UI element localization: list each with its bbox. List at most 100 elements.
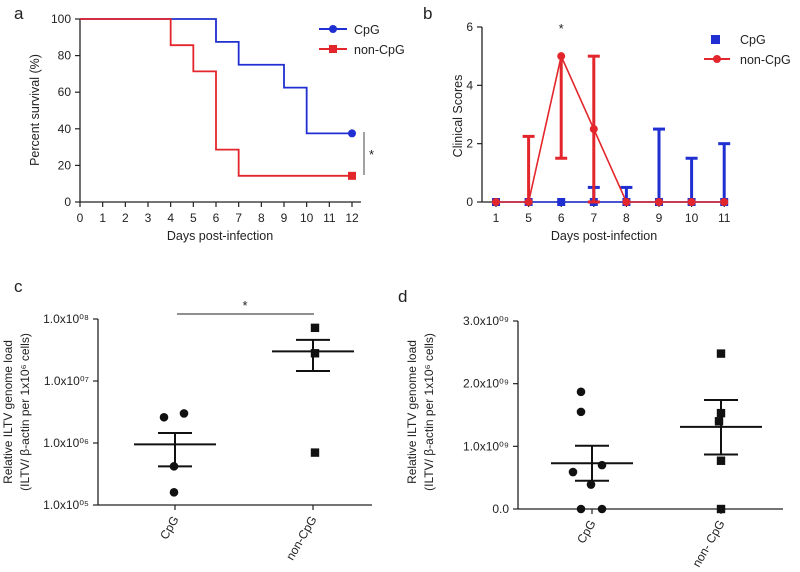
- d-point-cpg: [597, 460, 607, 470]
- a-series-end-marker-noncpg: [348, 171, 356, 180]
- d-point-noncpg: [716, 456, 726, 465]
- c-y-tick-label: 1.0x10⁰⁶: [43, 436, 89, 450]
- b-series-line-noncpg: [496, 53, 725, 203]
- b-point-noncpg: [557, 52, 566, 61]
- a-x-tick-label: 3: [145, 211, 152, 225]
- d-point-cpg: [576, 504, 586, 514]
- d-point-cpg: [568, 467, 578, 477]
- d-point-noncpg: [714, 417, 724, 426]
- a-legend-cpg-marker: [329, 25, 337, 33]
- a-y-tick-label: 60: [58, 85, 72, 99]
- a-legend: CpG non-CpG: [319, 23, 405, 57]
- b-y-tick-label: 0: [466, 195, 473, 209]
- a-x-tick-label: 9: [281, 211, 288, 225]
- b-significance-label: *: [559, 21, 564, 36]
- c-x-tick-label: non-CpG: [283, 514, 319, 563]
- c-y-axis-title-line2: (ILTV/ β-actin per 1x10⁶ cells): [18, 333, 32, 491]
- c-point-cpg: [169, 462, 179, 471]
- b-point-noncpg: [622, 198, 631, 206]
- a-y-tick-label: 40: [58, 122, 72, 136]
- c-point-noncpg: [310, 323, 320, 333]
- c-y-tick-label: 1.0x10⁰⁸: [43, 312, 89, 326]
- a-x-tick-label: 11: [323, 211, 336, 225]
- b-legend: CpG non-CpG: [704, 33, 791, 67]
- d-point-cpg: [597, 504, 607, 514]
- b-point-noncpg: [687, 198, 696, 206]
- b-x-tick-label: 6: [558, 211, 565, 225]
- b-x-tick-label: 1: [493, 211, 500, 225]
- a-x-tick-label: 6: [213, 211, 220, 225]
- a-series-line-cpg: [80, 18, 352, 135]
- panel-label-d: d: [398, 287, 407, 306]
- a-y-tick-label: 20: [58, 158, 72, 172]
- a-legend-noncpg-label: non-CpG: [354, 43, 405, 57]
- b-x-tick-label: 7: [590, 211, 597, 225]
- d-y-axis-title-line1: Relative ILTV genome load: [405, 340, 419, 484]
- b-y-axis-title: Clinical Scores: [451, 75, 465, 158]
- c-significance-label: *: [242, 298, 247, 313]
- a-x-tick-label: 0: [77, 211, 84, 225]
- a-x-tick-label: 5: [190, 211, 197, 225]
- d-point-cpg: [576, 387, 586, 397]
- a-significance-label: *: [369, 147, 374, 162]
- a-y-tick-label: 80: [58, 49, 72, 63]
- c-point-cpg: [159, 412, 169, 422]
- b-legend-noncpg-label: non-CpG: [740, 53, 791, 67]
- a-x-tick-label: 2: [122, 211, 129, 225]
- b-x-tick-label: 11: [718, 211, 731, 225]
- panel-b-clinical-scores-chart: 0 2 4 6 1 5 6 7 8 9 10 11 * Days post-infection Cl…: [451, 20, 791, 243]
- panel-c-genome-load-log-chart: 1.0x10⁰⁵ 1.0x10⁰⁶ 1.0x10⁰⁷ 1.0x10⁰⁸ CpG non-…: [1, 298, 372, 563]
- b-point-noncpg: [655, 198, 663, 206]
- c-point-noncpg: [310, 448, 320, 457]
- b-x-tick-label: 8: [623, 211, 630, 225]
- a-x-tick-label: 8: [258, 211, 265, 225]
- c-y-tick-label: 1.0x10⁰⁵: [43, 498, 89, 512]
- b-point-noncpg: [492, 198, 500, 206]
- d-point-noncpg: [716, 349, 726, 358]
- b-point-cpg: [557, 198, 566, 206]
- a-x-tick-label: 12: [345, 211, 359, 225]
- b-legend-cpg-label: CpG: [740, 33, 766, 47]
- b-x-axis-title: Days post-infection: [551, 229, 657, 243]
- d-point-cpg: [586, 480, 596, 489]
- b-point-noncpg: [589, 125, 598, 134]
- panel-label-a: a: [14, 4, 24, 23]
- c-y-axis-title-line1: Relative ILTV genome load: [1, 340, 15, 484]
- d-y-tick-label: 3.0x10⁰⁹: [463, 314, 509, 328]
- d-x-tick-label: CpG: [574, 518, 598, 546]
- a-y-axis-title: Percent survival (%): [28, 54, 42, 166]
- a-x-axis-title: Days post-infection: [167, 229, 273, 243]
- panel-label-b: b: [423, 4, 432, 23]
- b-point-noncpg: [524, 198, 533, 206]
- a-y-tick-label: 0: [64, 195, 71, 209]
- b-x-tick-label: 10: [685, 211, 699, 225]
- c-point-cpg: [179, 409, 189, 418]
- a-series-line-noncpg: [80, 18, 352, 177]
- b-y-tick-label: 6: [466, 20, 473, 34]
- a-x-tick-label: 1: [99, 211, 106, 225]
- d-point-noncpg: [716, 408, 726, 418]
- b-legend-cpg-marker: [711, 35, 720, 44]
- b-y-tick-label: 2: [466, 137, 473, 151]
- d-point-noncpg: [716, 504, 726, 514]
- b-legend-noncpg-marker: [713, 55, 721, 63]
- panel-label-c: c: [14, 277, 23, 296]
- a-x-tick-label: 7: [235, 211, 242, 225]
- b-x-tick-label: 9: [656, 211, 663, 225]
- d-y-tick-label: 1.0x10⁰⁹: [463, 439, 509, 453]
- a-legend-cpg-label: CpG: [354, 23, 380, 37]
- c-point-cpg: [169, 488, 179, 497]
- a-x-tick-label: 4: [167, 211, 174, 225]
- d-y-axis-title-line2: (ILTV/ β-actin per 1x10⁶ cells): [422, 333, 436, 491]
- d-point-cpg: [576, 407, 586, 417]
- c-x-tick-label: CpG: [157, 514, 181, 542]
- d-y-tick-label: 2.0x10⁰⁹: [463, 377, 509, 391]
- a-x-tick-label: 10: [300, 211, 314, 225]
- d-x-tick-label: non- CpG: [689, 518, 727, 570]
- c-point-noncpg: [310, 349, 320, 358]
- c-y-tick-label: 1.0x10⁰⁷: [44, 374, 89, 388]
- d-y-tick-label: 0.0: [492, 502, 509, 516]
